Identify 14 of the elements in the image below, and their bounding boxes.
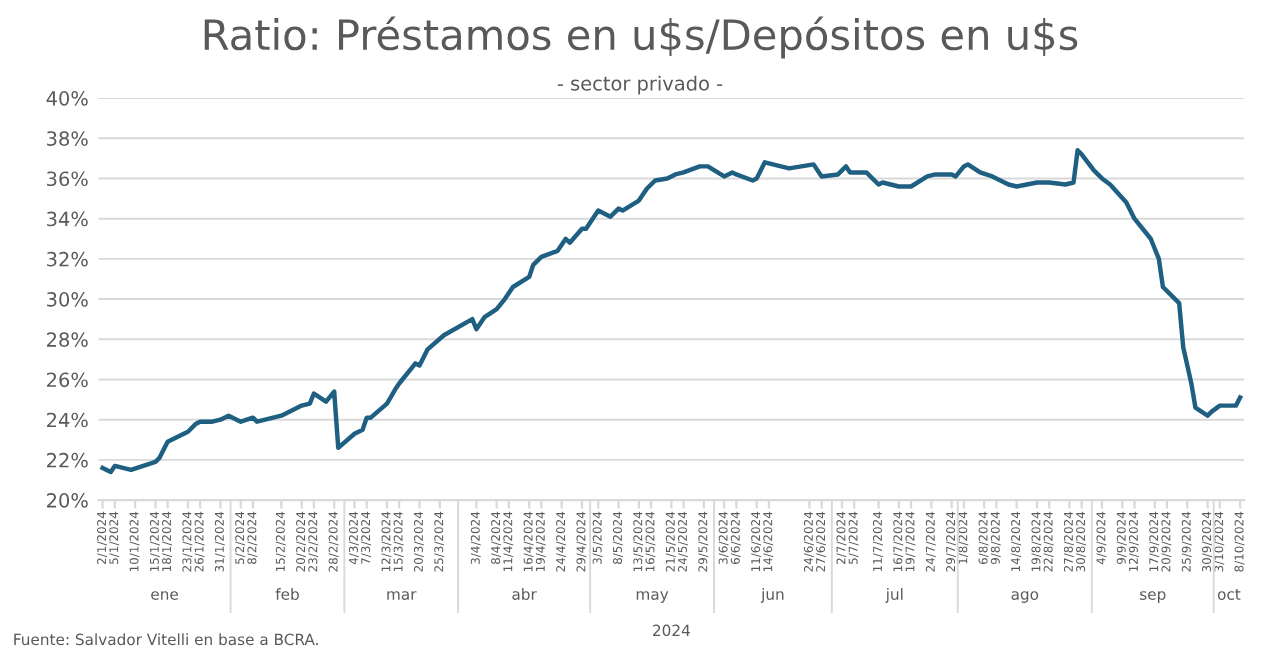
y-tick-label: 30% (47, 292, 88, 307)
y-tick-label: 32% (47, 251, 88, 267)
y-tick-label: 40% (46, 91, 88, 106)
y-tick-label: 38% (47, 131, 88, 146)
y-tick-label: 24% (47, 412, 88, 428)
y-tick-label: 22% (47, 452, 88, 468)
chart-title: Ratio: Préstamos en u$s/Depósitos en u$s (204, 16, 1078, 59)
line-series (100, 148, 1243, 475)
y-tick-label: 34% (47, 211, 88, 227)
chart-subtitle: - sector privado - (557, 75, 723, 95)
y-tick-label: 26% (47, 372, 88, 388)
y-tick-label: 20% (47, 493, 88, 508)
y-tick-label: 36% (47, 171, 88, 187)
y-tick-label: 28% (47, 332, 88, 347)
